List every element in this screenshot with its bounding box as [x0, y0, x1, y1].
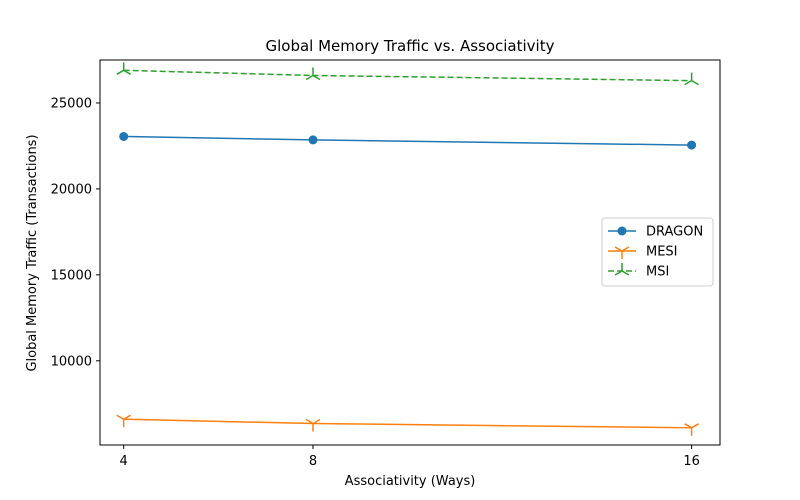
- legend: DRAGON MESI MSI: [601, 217, 714, 287]
- y-tick-label: 15000: [51, 268, 92, 283]
- data-point-dragon: [308, 135, 318, 145]
- legend-entry-msi: MSI: [608, 263, 669, 280]
- x-tick-label: 4: [120, 454, 128, 469]
- series-msi: [116, 62, 699, 86]
- legend-marker: [614, 246, 630, 259]
- x-axis-label: Associativity (Ways): [345, 474, 476, 489]
- legend-label: DRAGON: [646, 225, 703, 240]
- legend-marker: [614, 263, 630, 276]
- legend-marker: [617, 226, 627, 236]
- y-axis-label: Global Memory Traffic (Transactions): [25, 134, 40, 371]
- legend-label: MSI: [646, 265, 669, 280]
- series-dragon: [119, 131, 697, 150]
- data-point-dragon: [119, 131, 129, 141]
- y-axis: 10000 15000 20000 25000: [51, 96, 100, 369]
- data-point-mesi: [305, 418, 321, 432]
- data-point-msi: [305, 67, 321, 81]
- series-layer: [116, 62, 699, 436]
- data-point-msi: [116, 62, 131, 75]
- x-tick-label: 16: [683, 454, 700, 469]
- data-point-mesi: [684, 423, 699, 436]
- legend-label: MESI: [646, 245, 678, 260]
- x-axis: 4 8 16: [120, 445, 700, 469]
- plot-frame: [99, 59, 721, 446]
- plot-area: [99, 59, 721, 446]
- legend-entry-dragon: DRAGON: [608, 225, 703, 240]
- data-point-msi: [684, 72, 699, 86]
- data-point-dragon: [687, 140, 697, 150]
- y-tick-label: 10000: [51, 354, 92, 369]
- y-tick-label: 25000: [51, 96, 92, 111]
- x-tick-label: 8: [309, 454, 317, 469]
- y-tick-label: 20000: [51, 182, 92, 197]
- chart-title: Global Memory Traffic vs. Associativity: [266, 37, 555, 55]
- legend-box: [601, 217, 714, 287]
- series-mesi: [116, 414, 699, 436]
- data-point-mesi: [116, 414, 131, 428]
- legend-entry-mesi: MESI: [608, 245, 678, 260]
